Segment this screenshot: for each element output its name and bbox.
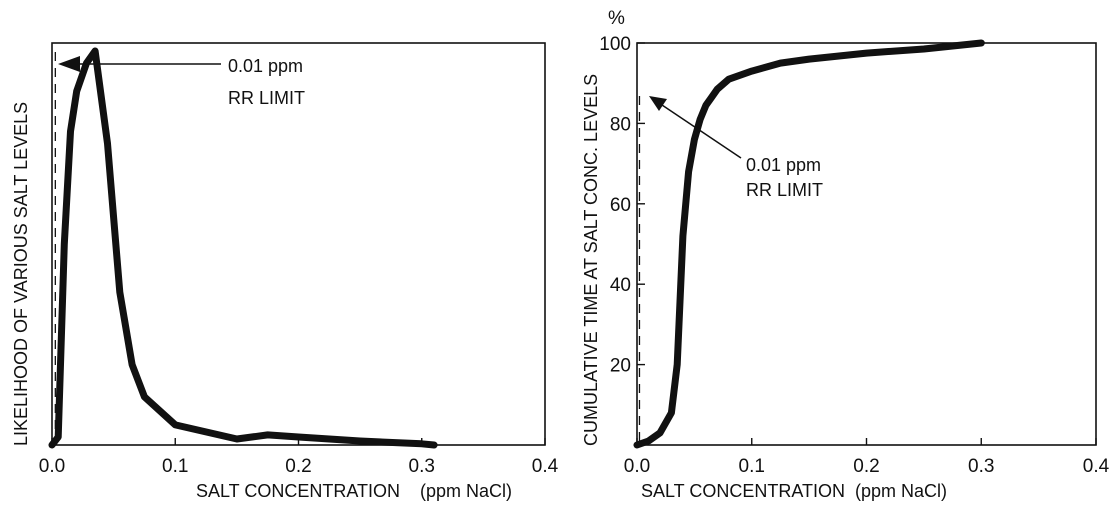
right-y-tick-label: 20 xyxy=(610,356,631,377)
right-y-axis: 20 40 60 80 100 xyxy=(599,34,645,377)
left-x-tick-label: 0.4 xyxy=(532,456,559,477)
left-x-tick-label: 0.1 xyxy=(162,456,188,477)
right-x-tick-label: 0.4 xyxy=(1083,456,1110,477)
left-likelihood-series xyxy=(48,47,438,449)
right-y-tick-label: 40 xyxy=(610,275,631,296)
right-cumulative-series xyxy=(633,39,985,449)
left-annotation-value: 0.01 ppm xyxy=(228,56,303,76)
right-chart: 0.0 0.1 0.2 0.3 0.4 20 40 60 80 100 0.01 ppm RR … xyxy=(581,8,1110,501)
left-x-axis: 0.0 0.1 0.2 0.3 0.4 xyxy=(39,438,559,477)
right-y-unit-label: % xyxy=(608,8,625,29)
right-x-axis: 0.0 0.1 0.2 0.3 0.4 xyxy=(624,438,1110,477)
right-y-tick-label: 100 xyxy=(599,34,631,55)
right-x-axis-label: SALT CONCENTRATION (ppm NaCl) xyxy=(641,481,947,501)
right-y-tick-label: 80 xyxy=(610,114,631,135)
left-x-tick-label: 0.0 xyxy=(39,456,65,477)
right-x-tick-label: 0.0 xyxy=(624,456,650,477)
right-arrowhead-icon xyxy=(649,96,667,111)
right-y-axis-label: CUMULATIVE TIME AT SALT CONC. LEVELS xyxy=(581,74,601,446)
right-annotation-limit: RR LIMIT xyxy=(746,180,823,200)
right-annotation-value: 0.01 ppm xyxy=(746,155,821,175)
right-x-tick-label: 0.1 xyxy=(739,456,765,477)
left-annotation-limit: RR LIMIT xyxy=(228,88,305,108)
right-annotation-arrow xyxy=(661,104,742,159)
left-x-tick-label: 0.2 xyxy=(285,456,311,477)
left-y-axis-label: LIKELIHOOD OF VARIOUS SALT LEVELS xyxy=(11,102,31,446)
right-y-tick-label: 60 xyxy=(610,195,631,216)
left-chart: 0.0 0.1 0.2 0.3 0.4 0.01 ppm RR LIMIT SALT C… xyxy=(11,42,559,501)
left-arrowhead-icon xyxy=(58,56,80,72)
right-x-tick-label: 0.3 xyxy=(968,456,994,477)
left-x-axis-label: SALT CONCENTRATION (ppm NaCl) xyxy=(196,481,512,501)
left-x-tick-label: 0.3 xyxy=(409,456,435,477)
right-x-tick-label: 0.2 xyxy=(853,456,879,477)
